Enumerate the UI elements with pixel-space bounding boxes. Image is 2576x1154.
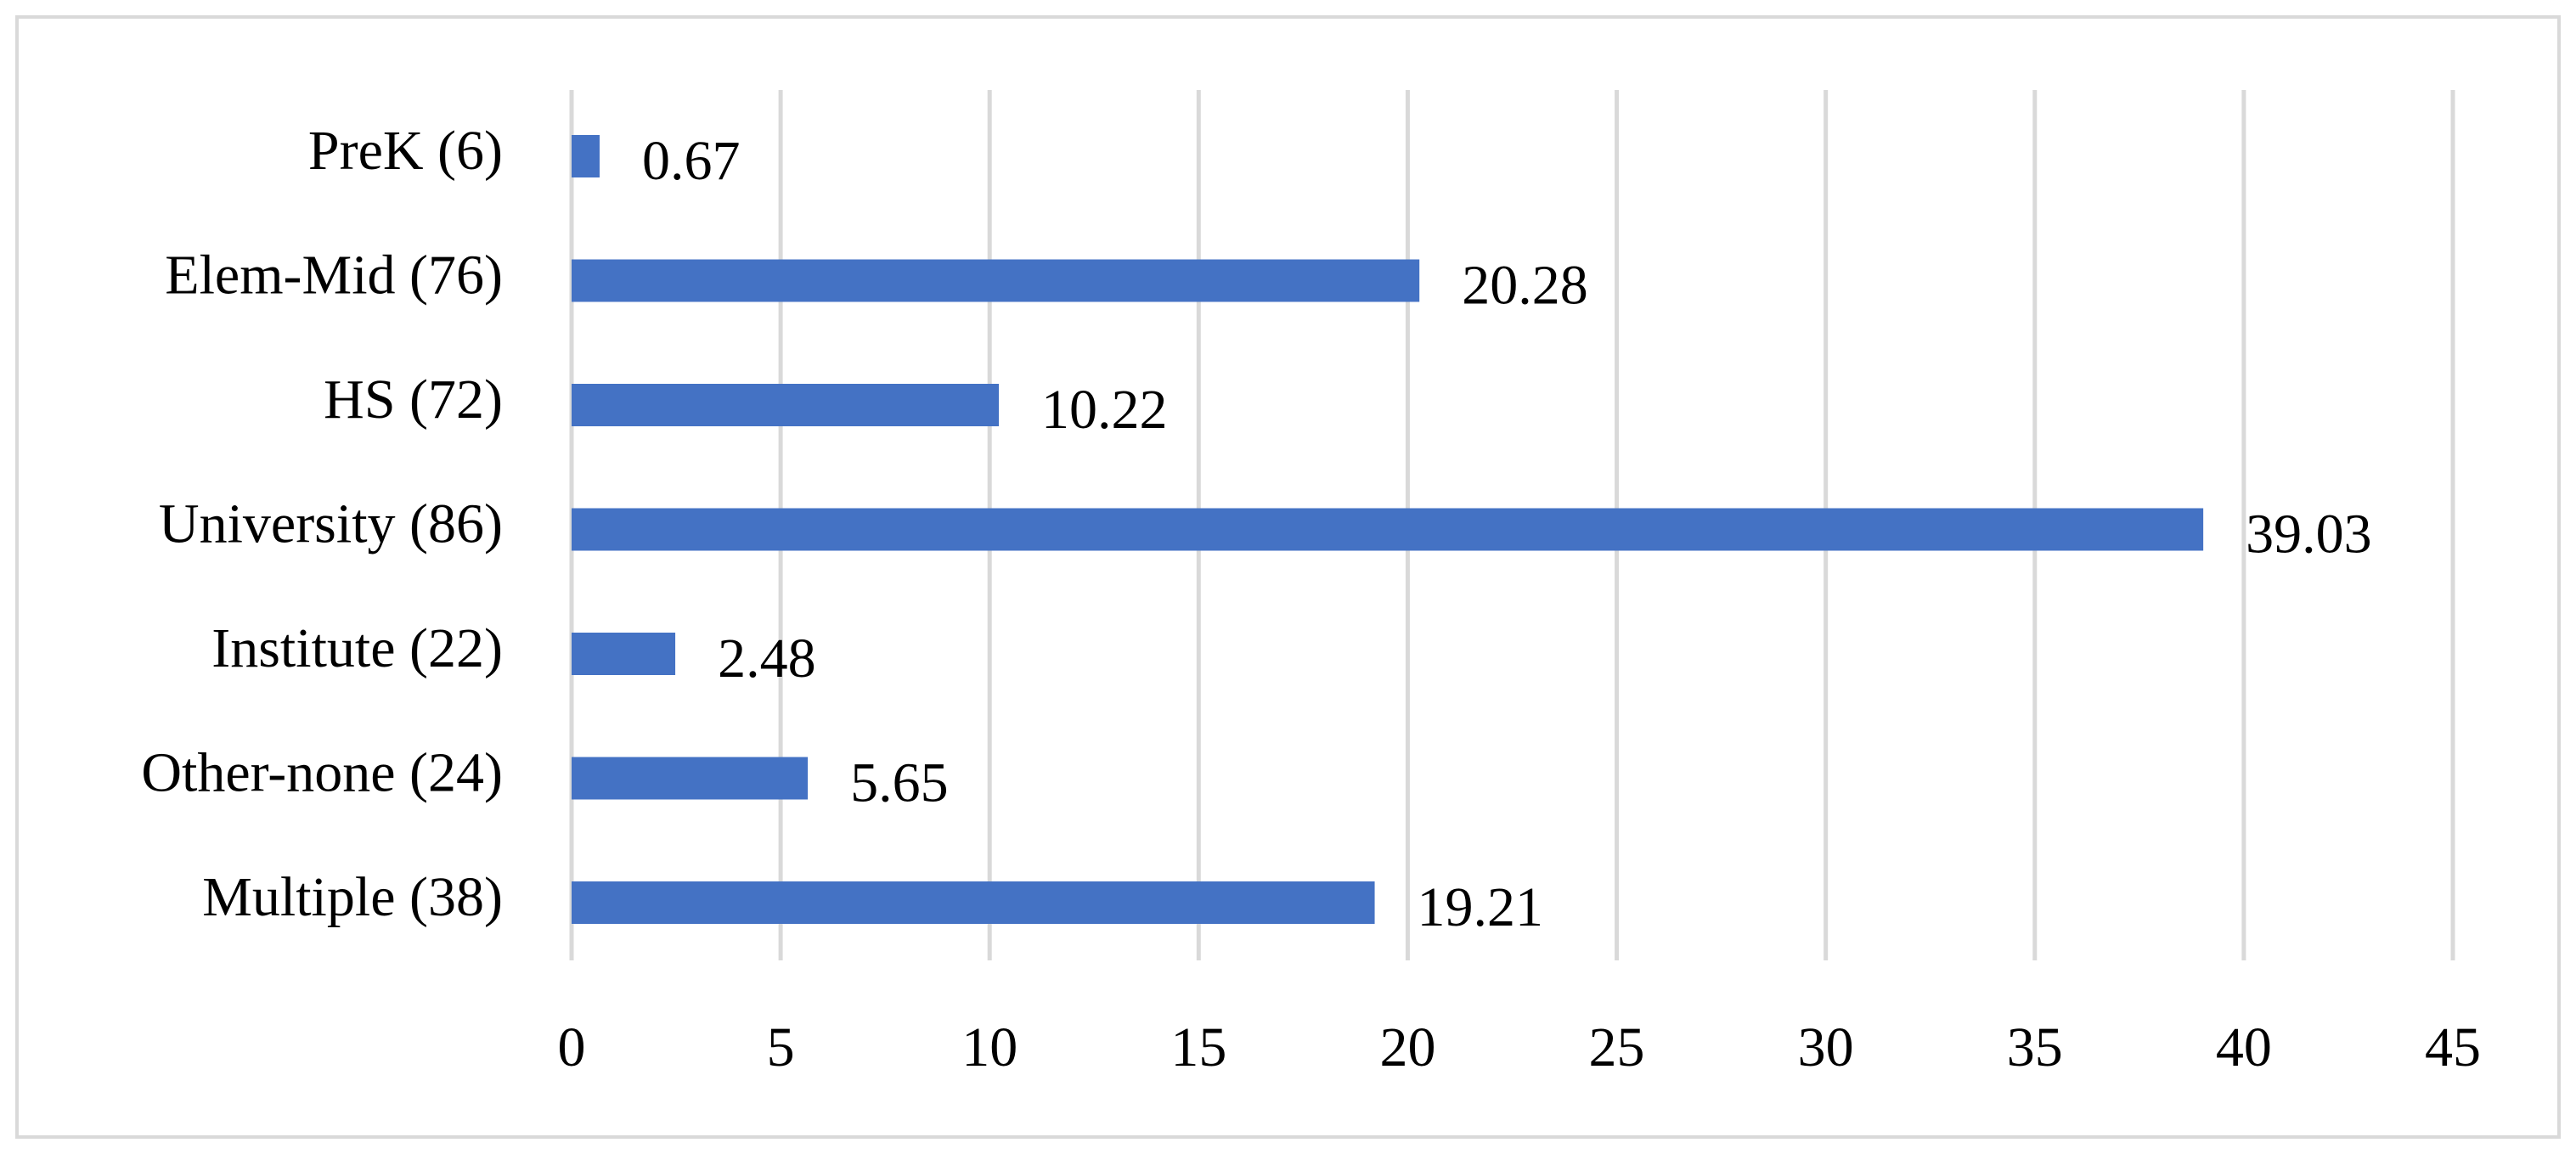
y-tick-label: Elem-Mid (76) xyxy=(165,245,503,307)
data-label: 2.48 xyxy=(718,628,816,690)
y-tick-label: Other-none (24) xyxy=(141,742,503,804)
y-tick-label: HS (72) xyxy=(324,369,503,431)
x-tick-label: 25 xyxy=(1589,1016,1645,1078)
bar xyxy=(572,135,600,177)
x-tick-label: 15 xyxy=(1170,1016,1226,1078)
y-tick-label: Multiple (38) xyxy=(202,866,503,928)
data-label: 0.67 xyxy=(642,130,741,192)
data-label: 10.22 xyxy=(1041,379,1168,441)
chart-border xyxy=(15,15,2561,1139)
x-tick-label: 35 xyxy=(2007,1016,2063,1078)
x-tick-label: 10 xyxy=(961,1016,1017,1078)
x-tick-label: 0 xyxy=(558,1016,586,1078)
y-tick-label: University (86) xyxy=(159,493,503,555)
x-tick-label: 30 xyxy=(1798,1016,1854,1078)
x-tick-label: 40 xyxy=(2216,1016,2272,1078)
y-tick-label: Institute (22) xyxy=(211,617,503,679)
data-label: 20.28 xyxy=(1462,255,1588,317)
x-tick-label: 5 xyxy=(767,1016,795,1078)
bar xyxy=(572,508,2204,551)
y-tick-label: PreK (6) xyxy=(308,120,503,182)
data-label: 39.03 xyxy=(2246,504,2372,566)
data-label: 19.21 xyxy=(1418,876,1544,938)
bar xyxy=(572,757,809,800)
x-tick-label: 45 xyxy=(2425,1016,2481,1078)
bar xyxy=(572,259,1420,302)
bar xyxy=(572,881,1375,924)
x-tick-label: 20 xyxy=(1379,1016,1435,1078)
bar xyxy=(572,633,676,675)
data-label: 5.65 xyxy=(850,752,948,814)
bar xyxy=(572,384,1000,426)
